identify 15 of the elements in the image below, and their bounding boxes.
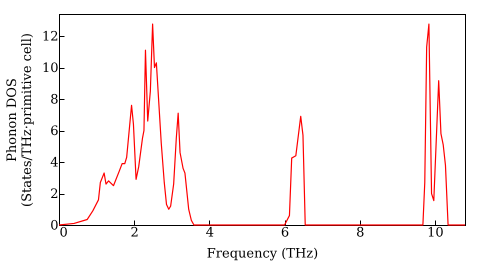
y-tick-label: 2 bbox=[50, 187, 58, 202]
y-tick-label: 4 bbox=[50, 156, 58, 171]
y-tick-label: 10 bbox=[42, 61, 58, 76]
y-axis-title: Phonon DOS (States/THz·primitive cell) bbox=[4, 32, 35, 208]
line-series bbox=[58, 23, 466, 226]
x-tick-label: 8 bbox=[356, 226, 364, 240]
x-tick-label: 6 bbox=[280, 226, 290, 240]
x-tick-label: 4 bbox=[206, 226, 214, 240]
x-tick-label: 0 bbox=[60, 226, 68, 240]
y-tick-label: 6 bbox=[50, 124, 58, 140]
x-tick-label: 2 bbox=[130, 226, 139, 240]
x-axis-title: Frequency (THz) bbox=[206, 246, 318, 262]
x-tick-label: 10 bbox=[427, 226, 444, 240]
y-tick-label: 8 bbox=[50, 92, 58, 108]
y-tick-label: 12 bbox=[42, 30, 58, 45]
